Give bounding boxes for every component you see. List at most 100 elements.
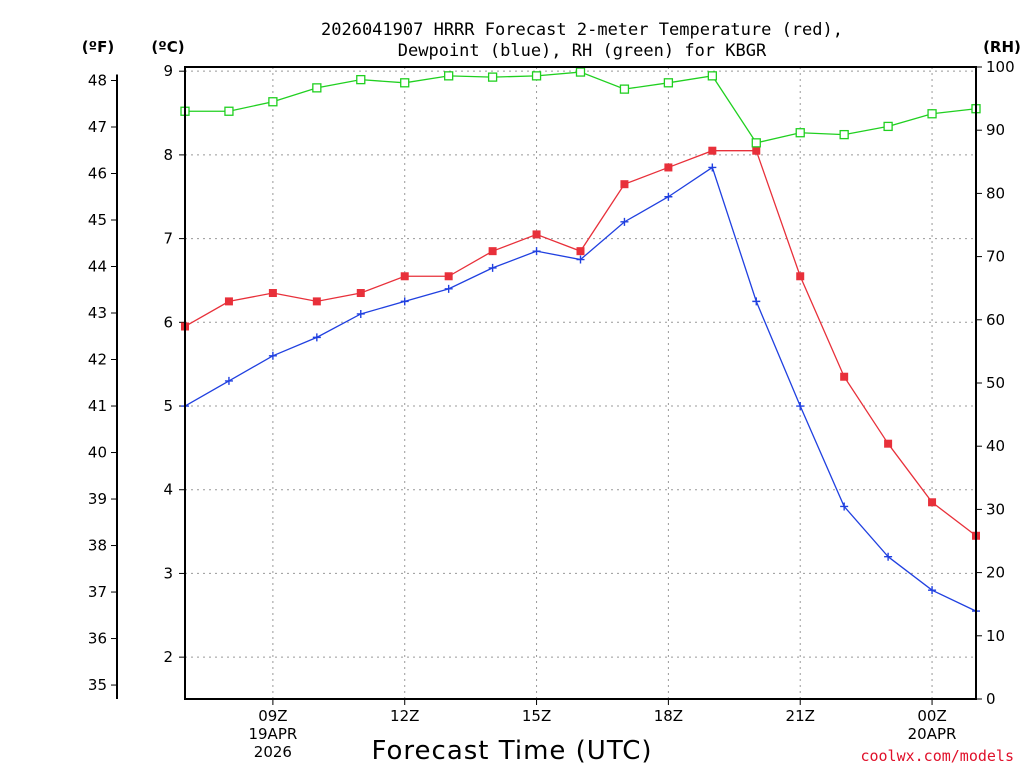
temperature-point (488, 247, 497, 256)
dewpoint-point (796, 402, 805, 411)
dewpoint-point (444, 284, 453, 293)
rh-tick-label: 50 (986, 374, 1005, 392)
temperature-point (268, 289, 277, 298)
rh-point (927, 109, 937, 119)
dewpoint-point (312, 333, 321, 342)
rh-point (444, 71, 454, 81)
temperature-point (752, 146, 761, 155)
fahrenheit-tick-label: 42 (88, 351, 107, 369)
chart-title-line2: Dewpoint (blue), RH (green) for KBGR (398, 41, 767, 61)
chart-title-line1: 2026041907 HRRR Forecast 2-meter Tempera… (321, 20, 843, 40)
dewpoint-point (400, 297, 409, 306)
dewpoint-point (928, 586, 937, 595)
temperature-point (400, 272, 409, 281)
dewpoint-point (356, 309, 365, 318)
temperature-point (532, 230, 541, 239)
fahrenheit-tick-label: 39 (88, 490, 107, 508)
fahrenheit-tick-label: 41 (88, 397, 107, 415)
celsius-unit-label: (ºC) (151, 38, 184, 56)
celsius-tick-label: 4 (163, 481, 173, 499)
celsius-tick-label: 9 (163, 62, 173, 80)
dewpoint-point (620, 217, 629, 226)
temperature-point (708, 146, 717, 155)
dewpoint-point (268, 351, 277, 360)
x-tick-label: 18Z (654, 707, 683, 725)
fahrenheit-tick-label: 38 (88, 537, 107, 555)
rh-point (707, 71, 717, 81)
dewpoint-point (576, 255, 585, 264)
temperature-point (664, 163, 673, 172)
dewpoint-point (532, 247, 541, 256)
rh-tick-label: 0 (986, 690, 996, 708)
fahrenheit-tick-label: 48 (88, 71, 107, 89)
rh-point (487, 72, 498, 82)
rh-point (619, 84, 630, 94)
rh-point (663, 78, 674, 88)
dewpoint-point (840, 502, 849, 511)
dewpoint-point (708, 163, 717, 172)
celsius-tick-label: 6 (163, 313, 173, 331)
celsius-tick-label: 3 (163, 564, 173, 582)
x-axis-title: Forecast Time (UTC) (371, 736, 652, 766)
rh-tick-label: 60 (986, 311, 1005, 329)
temperature-point (312, 297, 321, 306)
rh-tick-label: 70 (986, 248, 1005, 266)
rh-point (575, 67, 586, 77)
fahrenheit-tick-label: 46 (88, 164, 107, 182)
x-tick-year: 2026 (254, 743, 292, 761)
rh-tick-label: 30 (986, 500, 1005, 518)
fahrenheit-tick-label: 40 (88, 444, 107, 462)
rh-point (883, 121, 893, 132)
fahrenheit-tick-label: 35 (88, 676, 107, 694)
rh-point (751, 138, 761, 148)
temperature-point (224, 297, 233, 306)
rh-tick-label: 90 (986, 121, 1005, 139)
rh-tick-label: 100 (986, 58, 1015, 76)
rh-point (400, 78, 410, 88)
x-tick-date: 20APR (908, 725, 957, 743)
temperature-point (884, 439, 893, 448)
fahrenheit-tick-label: 45 (88, 211, 107, 229)
rh-point (224, 106, 234, 116)
x-tick-label: 00Z (917, 707, 946, 725)
rh-tick-label: 40 (986, 437, 1005, 455)
rh-point (312, 83, 322, 93)
rh-point (795, 128, 805, 138)
celsius-tick-label: 5 (163, 397, 173, 415)
x-tick-label: 09Z (258, 707, 287, 725)
rh-tick-label: 80 (986, 184, 1005, 202)
dewpoint-point (224, 376, 233, 385)
x-tick-label: 15Z (522, 707, 551, 725)
temperature-point (444, 272, 453, 281)
rh-point (268, 97, 278, 107)
rh-tick-label: 20 (986, 564, 1005, 582)
rh-tick-label: 10 (986, 627, 1005, 645)
dewpoint-point (884, 552, 893, 561)
x-tick-label: 12Z (390, 707, 419, 725)
fahrenheit-tick-label: 47 (88, 118, 107, 136)
rh-point (839, 129, 849, 140)
fahrenheit-tick-label: 44 (88, 258, 107, 276)
plot-frame (184, 66, 977, 700)
dewpoint-point (664, 192, 673, 201)
temperature-point (840, 372, 849, 381)
temperature-point (356, 289, 365, 298)
rh-point (531, 71, 542, 81)
fahrenheit-tick-label: 36 (88, 630, 107, 648)
fahrenheit-unit-label: (ºF) (82, 38, 114, 56)
temperature-point (796, 272, 805, 281)
rh-point (356, 74, 366, 85)
x-tick-date: 19APR (248, 725, 297, 743)
temperature-point (928, 498, 937, 507)
celsius-tick-label: 2 (163, 648, 173, 666)
rh-unit-label: (RH) (983, 38, 1021, 56)
fahrenheit-tick-label: 43 (88, 304, 107, 322)
celsius-tick-label: 7 (163, 230, 173, 248)
x-tick-label: 21Z (786, 707, 815, 725)
fahrenheit-tick-label: 37 (88, 583, 107, 601)
dewpoint-point (488, 263, 497, 272)
credit-text: coolwx.com/models (860, 747, 1014, 765)
